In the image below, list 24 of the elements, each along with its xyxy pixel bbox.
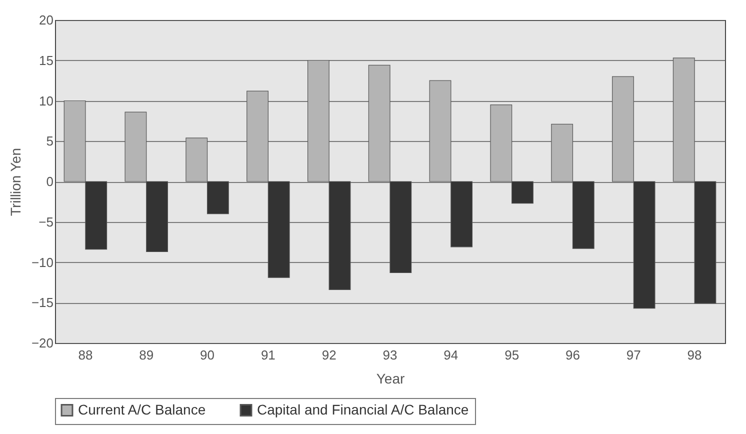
x-axis-title: Year <box>376 370 405 386</box>
x-tick-label: 89 <box>139 348 154 362</box>
y-tick-label: 20 <box>39 12 54 28</box>
x-tick-label: 88 <box>78 348 93 362</box>
x-tick-label: 97 <box>626 348 641 362</box>
legend-label: Current A/C Balance <box>78 401 206 418</box>
x-tick-label: 93 <box>382 348 398 362</box>
y-tick-label: 0 <box>46 174 54 189</box>
y-tick-label: −10 <box>31 254 54 270</box>
x-tick-label: 98 <box>687 348 702 362</box>
x-tick-label: 90 <box>200 348 215 362</box>
x-tick-label: 92 <box>322 348 336 362</box>
y-axis-title: Trillion Yen <box>7 148 24 216</box>
y-tick-label: −5 <box>38 214 54 230</box>
x-tick-label: 91 <box>260 348 276 362</box>
y-tick-label: −20 <box>31 336 54 350</box>
x-tick-label: 95 <box>504 348 520 362</box>
x-tick-label: 94 <box>444 348 458 362</box>
y-tick-label: 5 <box>46 134 54 149</box>
y-tick-label: 10 <box>39 93 54 108</box>
legend-label: Capital and Financial A/C Balance <box>257 401 469 418</box>
x-tick-label: 96 <box>565 348 580 362</box>
y-tick-label: 15 <box>39 52 54 68</box>
y-tick-label: −15 <box>31 295 54 310</box>
